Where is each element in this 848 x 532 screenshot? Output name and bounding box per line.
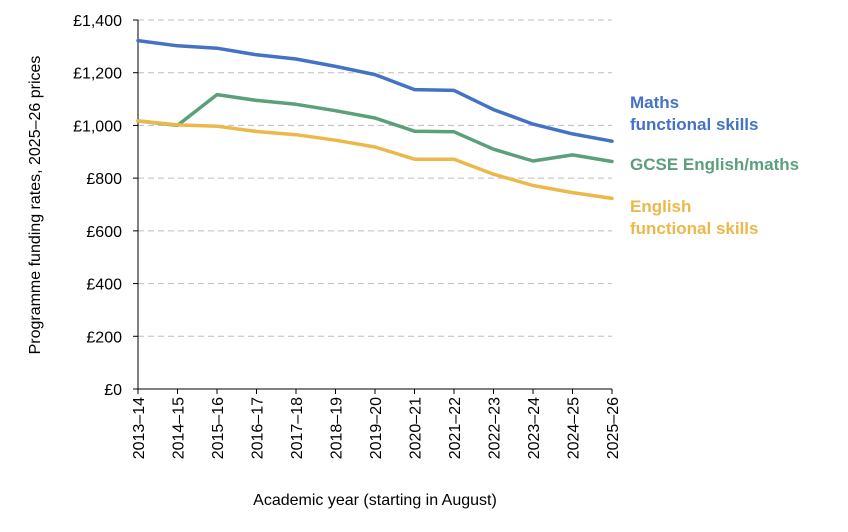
x-tick-label: 2015–16 [210,397,227,459]
x-tick-label: 2024–25 [566,397,583,459]
y-tick-label: £400 [86,277,122,294]
x-tick-label: 2023–24 [526,397,543,459]
x-tick-label: 2014–15 [171,397,188,459]
series-line [136,92,614,164]
x-tick-label: 2022–23 [487,397,504,459]
y-tick-label: £1,400 [73,13,122,30]
x-axis-title: Academic year (starting in August) [253,492,497,509]
series-label: functional skills [630,219,758,238]
x-tick-label: 2021–22 [447,397,464,459]
x-tick-label: 2025–26 [605,397,622,459]
series-label: GCSE English/maths [630,155,799,174]
series-labels: Maths functional skills GCSE English/maths… [630,93,799,238]
x-tick-label: 2017–18 [289,397,306,459]
series-label: English [630,197,691,216]
y-tick-label: £200 [86,329,122,346]
y-tick-label: £0 [104,382,122,399]
y-tick-label: £800 [86,171,122,188]
series-line [136,38,614,143]
x-tick-label: 2016–17 [250,397,267,459]
gridlines [138,19,612,337]
y-tick-label: £1,200 [73,66,122,83]
x-tick-label: 2018–19 [329,397,346,459]
x-tick-label: 2020–21 [408,397,425,459]
series-label: functional skills [630,115,758,134]
x-tick-label: 2019–20 [368,397,385,459]
x-tick-label: 2013–14 [131,397,148,459]
series-line [136,119,614,201]
series-lines [136,38,614,201]
axes: £0 £200 £400 £600 £800 £1,000 £1,200 £1,400 2013… [73,13,622,459]
y-tick-label: £600 [86,224,122,241]
series-label: Maths [630,93,679,112]
y-axis-title: Programme funding rates, 2025–26 prices [27,56,44,355]
y-tick-label: £1,000 [73,118,122,135]
